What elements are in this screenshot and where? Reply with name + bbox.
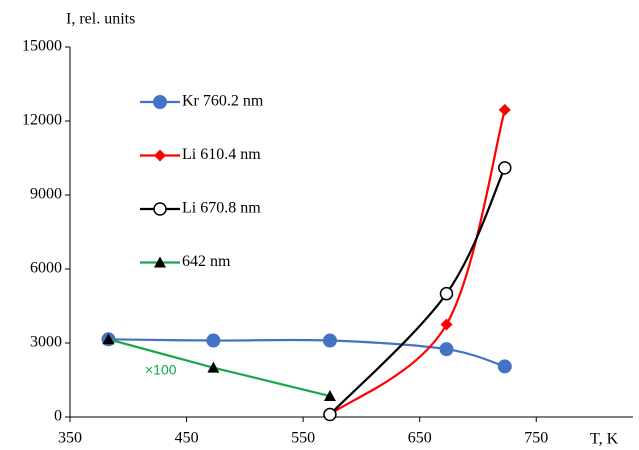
- data-point: [498, 161, 512, 175]
- y-tick-label: 15000: [22, 38, 62, 55]
- legend-marker: [154, 149, 166, 162]
- data-point: [323, 407, 337, 422]
- annotation: ×100: [145, 362, 177, 378]
- series-line: [108, 338, 331, 398]
- legend-label: Kr 760.2 nm: [182, 93, 264, 110]
- x-tick-label: 550: [291, 430, 315, 447]
- x-tick-label: 650: [408, 430, 432, 447]
- data-point: [102, 333, 115, 345]
- y-tick-label: 3000: [30, 334, 62, 351]
- legend-label: Li 610.4 nm: [182, 146, 261, 163]
- series-line: [329, 167, 506, 416]
- data-point: [440, 318, 453, 331]
- y-tick-label: 12000: [22, 112, 62, 129]
- data-point: [323, 390, 336, 402]
- legend-marker: [154, 256, 166, 268]
- legend-label: Li 670.8 nm: [182, 200, 261, 217]
- data-point: [206, 333, 221, 348]
- data-point: [439, 342, 454, 357]
- y-tick-label: 0: [54, 408, 62, 425]
- data-point: [497, 359, 512, 374]
- x-axis-label: T, K: [590, 431, 619, 448]
- data-point: [322, 333, 337, 348]
- legend-label: 642 nm: [182, 253, 231, 270]
- legend-marker: [153, 95, 167, 109]
- data-point: [439, 286, 454, 301]
- data-point: [207, 361, 220, 373]
- x-tick-label: 450: [175, 430, 199, 447]
- series-line: [329, 109, 506, 416]
- x-tick-label: 350: [58, 430, 82, 447]
- data-point: [498, 103, 511, 116]
- legend-marker: [153, 202, 167, 216]
- x-tick-label: 750: [524, 430, 548, 447]
- y-tick-label: 6000: [30, 260, 62, 277]
- y-tick-label: 9000: [30, 186, 62, 203]
- y-axis-label: I, rel. units: [66, 11, 135, 28]
